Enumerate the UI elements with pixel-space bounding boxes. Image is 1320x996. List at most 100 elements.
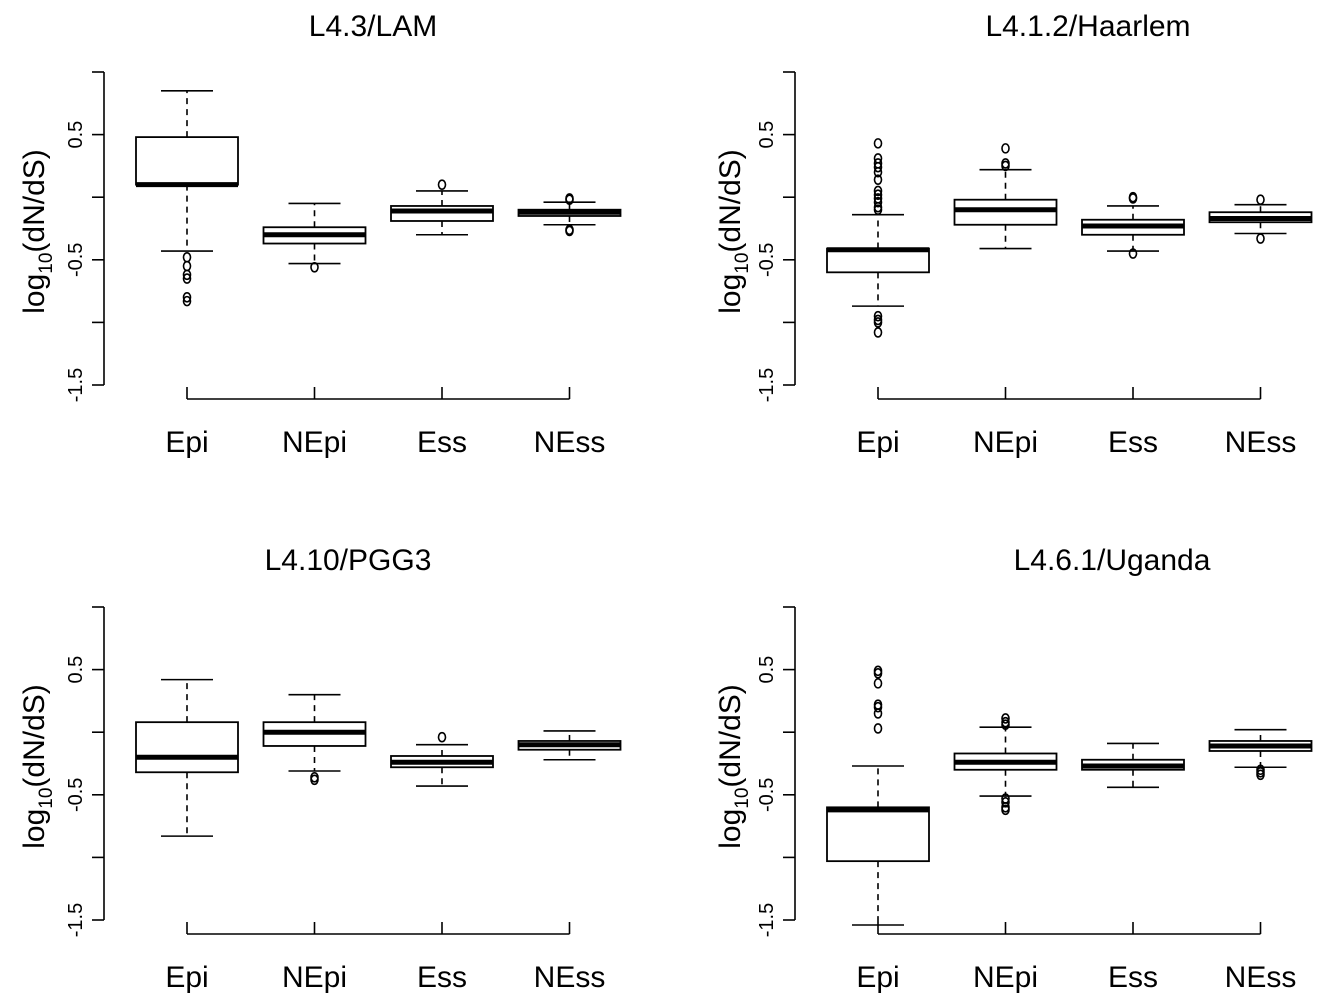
outlier-point (182, 273, 192, 284)
y-tick-label: 0.5 (756, 121, 778, 149)
panel-l4-3-lam: L4.3/LAM log10(dN/dS) 0.5 -0.5 -1.5 Epi NEpi Es… (18, 10, 622, 459)
y-tick-label: -0.5 (65, 243, 87, 277)
box-iqr (135, 721, 239, 774)
x-tick-label-epi: Epi (856, 426, 899, 459)
outlier-point (873, 708, 883, 719)
panel-title: L4.3/LAM (309, 10, 437, 43)
panel-l4-1-2-haarlem: L4.1.2/Haarlem log10(dN/dS)0.5 -0.5 -1.5 Epi… (714, 10, 1313, 459)
outlier-point (1128, 193, 1138, 204)
x-tick-label-nepi: NEpi (973, 961, 1038, 994)
panel-title: L4.10/PGG3 (265, 544, 432, 577)
box-nepi (262, 202, 367, 273)
y-axis-label: log10(dN/dS) (714, 684, 753, 849)
x-tick-label-ess: Ess (1108, 426, 1158, 459)
box-epi (135, 678, 239, 837)
box-iqr (135, 136, 239, 186)
outlier-point (1256, 233, 1265, 244)
x-tick-label-epi: Epi (165, 961, 208, 994)
y-tick-label: -1.5 (65, 368, 87, 402)
x-tick-label-ess: Ess (1108, 961, 1158, 994)
y-tick-label: -1.5 (756, 903, 778, 937)
outlier-point (565, 193, 574, 204)
box-iqr (953, 198, 1058, 226)
y-tick-label: 0.5 (756, 656, 778, 684)
outlier-point (1001, 804, 1010, 816)
outlier-point (1128, 248, 1138, 259)
x-tick-label-nepi: NEpi (282, 961, 347, 994)
outlier-point (873, 196, 883, 208)
outlier-point (1256, 769, 1265, 781)
x-tick-label-epi: Epi (165, 426, 208, 459)
outlier-point (873, 317, 883, 328)
outlier-point (873, 310, 883, 322)
outlier-point (310, 262, 319, 273)
box-ness (517, 730, 622, 761)
box-epi (826, 138, 930, 338)
x-tick-label-nepi: NEpi (973, 426, 1038, 459)
y-axis-label: log10(dN/dS) (18, 684, 57, 849)
box-epi (826, 665, 930, 926)
x-tick-label-ess: Ess (417, 961, 467, 994)
x-tick-label-ness: NEss (534, 961, 606, 994)
outlier-point (873, 701, 883, 713)
outlier-point (873, 185, 883, 197)
outlier-point (873, 174, 883, 185)
outlier-point (1001, 713, 1010, 724)
outlier-point (873, 668, 883, 679)
box-nepi (953, 713, 1058, 816)
y-tick-label: 0.5 (65, 656, 87, 684)
outlier-point (873, 327, 883, 338)
box-epi (135, 89, 239, 307)
panel-title: L4.1.2/Haarlem (985, 10, 1190, 43)
box-ess (1081, 191, 1185, 259)
outlier-point (565, 225, 574, 237)
box-ess (1081, 742, 1185, 789)
x-tick-label-ess: Ess (417, 426, 467, 459)
outlier-point (182, 269, 192, 281)
outlier-point (182, 260, 192, 272)
panel-l4-6-1-uganda: L4.6.1/Uganda log10(dN/dS)0.5 -0.5 -1.5 Epi N… (714, 544, 1313, 994)
outlier-point (1256, 194, 1265, 206)
outlier-point (1001, 143, 1010, 154)
y-axis-label: log10(dN/dS) (714, 149, 753, 314)
outlier-point (873, 723, 883, 734)
box-ess (390, 179, 494, 236)
outlier-point (182, 292, 192, 303)
x-tick-label-ness: NEss (1225, 426, 1297, 459)
box-ess (390, 731, 494, 787)
box-iqr (390, 205, 494, 222)
x-tick-label-ness: NEss (1225, 961, 1297, 994)
box-iqr (826, 806, 930, 863)
y-tick-label: -0.5 (756, 778, 778, 812)
outlier-point (873, 166, 883, 178)
box-nepi (953, 143, 1058, 250)
box-ness (517, 193, 622, 237)
outlier-point (310, 774, 319, 786)
box-ness (1208, 194, 1313, 244)
y-axis-label: log10(dN/dS) (18, 149, 57, 314)
y-tick-label: -0.5 (65, 778, 87, 812)
outlier-point (182, 295, 192, 307)
outlier-point (873, 189, 883, 200)
panel-title: L4.6.1/Uganda (1014, 544, 1211, 577)
outlier-point (1001, 160, 1010, 172)
x-tick-label-ness: NEss (534, 426, 606, 459)
outlier-point (182, 251, 192, 263)
outlier-point (873, 138, 883, 149)
box-ness (1208, 728, 1313, 781)
outlier-point (873, 204, 883, 216)
y-tick-label: -1.5 (65, 903, 87, 937)
outlier-point (873, 678, 883, 689)
outlier-point (873, 161, 883, 173)
y-tick-label: 0.5 (65, 121, 87, 149)
x-tick-label-epi: Epi (856, 961, 899, 994)
outlier-point (437, 731, 447, 743)
outlier-point (437, 179, 447, 190)
panel-l4-10-pgg3: L4.10/PGG3 log10(dN/dS) 0.5 -0.5 -1.5 Epi NEpi… (18, 544, 622, 994)
outlier-point (1001, 719, 1010, 730)
y-tick-label: -0.5 (756, 243, 778, 277)
x-tick-label-nepi: NEpi (282, 426, 347, 459)
box-nepi (262, 693, 367, 786)
y-tick-label: -1.5 (756, 368, 778, 402)
